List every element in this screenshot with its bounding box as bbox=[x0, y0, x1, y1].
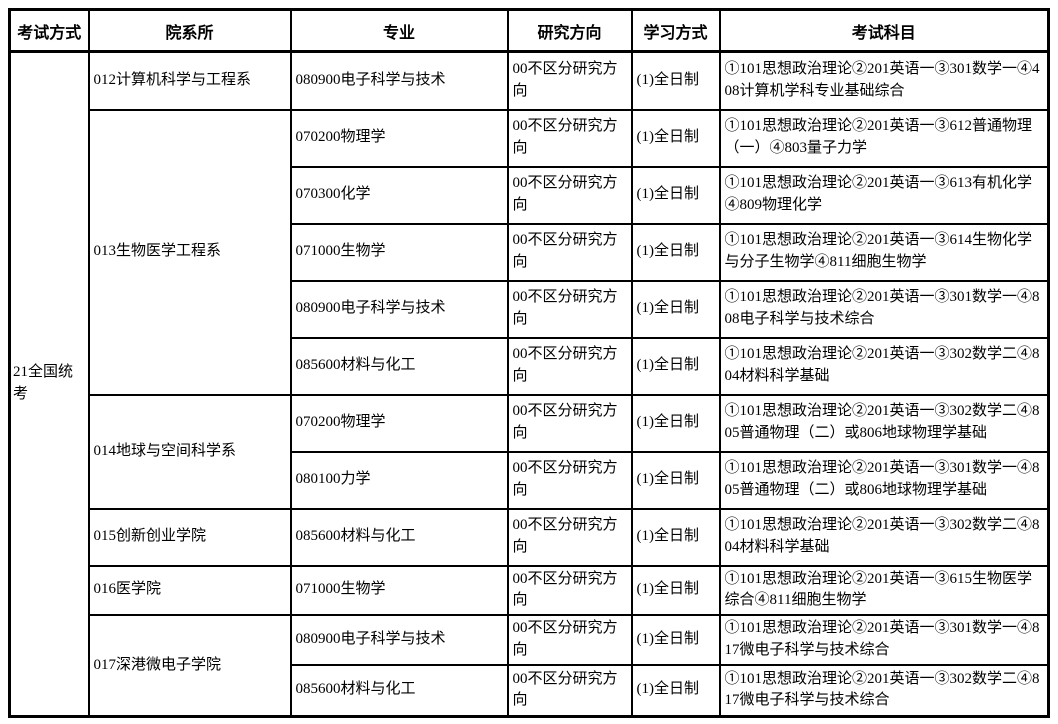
cell-exam-subjects: ①101思想政治理论②201英语一③302数学二④804材料科学基础 bbox=[718, 336, 1050, 396]
header-study-mode: 学习方式 bbox=[630, 8, 721, 53]
cell-department: 012计算机科学与工程系 bbox=[87, 50, 292, 111]
table-row: 085600材料与化工 00不区分研究方向 (1)全日制 ①101思想政治理论②… bbox=[10, 336, 1050, 396]
cell-major: 080100力学 bbox=[289, 450, 509, 510]
cell-research-direction: 00不区分研究方向 bbox=[506, 450, 633, 510]
cell-major: 070300化学 bbox=[289, 165, 509, 225]
table-row: 016医学院 071000生物学 00不区分研究方向 (1)全日制 ①101思想… bbox=[10, 564, 1050, 616]
table-row: 014地球与空间科学系 070200物理学 00不区分研究方向 (1)全日制 ①… bbox=[10, 393, 1050, 510]
table-row: 015创新创业学院 085600材料与化工 00不区分研究方向 (1)全日制 ①… bbox=[10, 507, 1050, 567]
cell-study-mode: (1)全日制 bbox=[630, 564, 721, 616]
cell-study-mode: (1)全日制 bbox=[630, 50, 721, 111]
cell-study-mode: (1)全日制 bbox=[630, 663, 721, 718]
cell-department: 014地球与空间科学系 bbox=[87, 393, 292, 510]
cell-research-direction: 00不区分研究方向 bbox=[506, 222, 633, 282]
cell-major: 080900电子科学与技术 bbox=[289, 50, 509, 111]
cell-research-direction: 00不区分研究方向 bbox=[506, 108, 633, 168]
cell-research-direction: 00不区分研究方向 bbox=[506, 279, 633, 339]
cell-study-mode: (1)全日制 bbox=[630, 614, 721, 666]
cell-exam-subjects: ①101思想政治理论②201英语一③615生物医学综合④811细胞生物学 bbox=[718, 564, 1050, 616]
cell-exam-subjects: ①101思想政治理论②201英语一③612普通物理（一）④803量子力学 bbox=[718, 108, 1050, 168]
header-row: 考试方式 院系所 专业 研究方向 学习方式 考试科目 bbox=[8, 8, 1050, 53]
cell-exam-subjects: ①101思想政治理论②201英语一③613有机化学④809物理化学 bbox=[718, 165, 1050, 225]
cell-research-direction: 00不区分研究方向 bbox=[506, 50, 633, 111]
cell-research-direction: 00不区分研究方向 bbox=[506, 564, 633, 616]
exam-subjects-table: 考试方式 院系所 专业 研究方向 学习方式 考试科目 21全国统考 012计算机… bbox=[8, 8, 1050, 718]
cell-research-direction: 00不区分研究方向 bbox=[506, 165, 633, 225]
cell-department: 017深港微电子学院 bbox=[87, 614, 292, 718]
cell-exam-subjects: ①101思想政治理论②201英语一③614生物化学与分子生物学④811细胞生物学 bbox=[718, 222, 1050, 282]
cell-major: 085600材料与化工 bbox=[289, 336, 509, 396]
cell-exam-subjects: ①101思想政治理论②201英语一③301数学一④805普通物理（二）或806地… bbox=[718, 450, 1050, 510]
cell-major: 070200物理学 bbox=[289, 108, 509, 168]
cell-exam-subjects: ①101思想政治理论②201英语一③301数学一④808电子科学与技术综合 bbox=[718, 279, 1050, 339]
cell-study-mode: (1)全日制 bbox=[630, 450, 721, 510]
cell-exam-subjects: ①101思想政治理论②201英语一③302数学二④804材料科学基础 bbox=[718, 507, 1050, 567]
cell-major: 071000生物学 bbox=[289, 222, 509, 282]
cell-major: 080900电子科学与技术 bbox=[289, 279, 509, 339]
cell-research-direction: 00不区分研究方向 bbox=[506, 614, 633, 666]
table-row: 070300化学 00不区分研究方向 (1)全日制 ①101思想政治理论②201… bbox=[10, 165, 1050, 225]
cell-study-mode: (1)全日制 bbox=[630, 165, 721, 225]
cell-exam-method: 21全国统考 bbox=[8, 50, 90, 718]
cell-study-mode: (1)全日制 bbox=[630, 108, 721, 168]
cell-study-mode: (1)全日制 bbox=[630, 279, 721, 339]
cell-major: 071000生物学 bbox=[289, 564, 509, 616]
cell-major: 070200物理学 bbox=[289, 393, 509, 453]
cell-exam-subjects: ①101思想政治理论②201英语一③301数学一④817微电子科学与技术综合 bbox=[718, 614, 1050, 666]
cell-department: 016医学院 bbox=[87, 564, 292, 616]
table-row: 080900电子科学与技术 00不区分研究方向 (1)全日制 ①101思想政治理… bbox=[10, 279, 1050, 339]
cell-exam-subjects: ①101思想政治理论②201英语一③301数学一④408计算机学科专业基础综合 bbox=[718, 50, 1050, 111]
cell-research-direction: 00不区分研究方向 bbox=[506, 393, 633, 453]
header-exam-method: 考试方式 bbox=[8, 8, 90, 53]
header-department: 院系所 bbox=[87, 8, 292, 53]
header-major: 专业 bbox=[289, 8, 509, 53]
cell-study-mode: (1)全日制 bbox=[630, 507, 721, 567]
table-row: 071000生物学 00不区分研究方向 (1)全日制 ①101思想政治理论②20… bbox=[10, 222, 1050, 282]
cell-exam-subjects: ①101思想政治理论②201英语一③302数学二④817微电子科学与技术综合 bbox=[718, 663, 1050, 718]
cell-research-direction: 00不区分研究方向 bbox=[506, 336, 633, 396]
cell-exam-subjects: ①101思想政治理论②201英语一③302数学二④805普通物理（二）或806地… bbox=[718, 393, 1050, 453]
cell-study-mode: (1)全日制 bbox=[630, 222, 721, 282]
table-row: 017深港微电子学院 080900电子科学与技术 00不区分研究方向 (1)全日… bbox=[10, 614, 1050, 718]
table-row: 21全国统考 012计算机科学与工程系 080900电子科学与技术 00不区分研… bbox=[8, 50, 1050, 718]
cell-department: 015创新创业学院 bbox=[87, 507, 292, 567]
cell-major: 080900电子科学与技术 bbox=[289, 614, 509, 666]
header-exam-subjects: 考试科目 bbox=[718, 8, 1050, 53]
cell-major: 085600材料与化工 bbox=[289, 663, 509, 718]
cell-major: 085600材料与化工 bbox=[289, 507, 509, 567]
cell-study-mode: (1)全日制 bbox=[630, 393, 721, 453]
header-research-direction: 研究方向 bbox=[506, 8, 633, 53]
table-row: 080100力学 00不区分研究方向 (1)全日制 ①101思想政治理论②201… bbox=[10, 450, 1050, 510]
table-row: 013生物医学工程系 070200物理学 00不区分研究方向 (1)全日制 ①1… bbox=[10, 108, 1050, 396]
cell-department: 013生物医学工程系 bbox=[87, 108, 292, 396]
cell-research-direction: 00不区分研究方向 bbox=[506, 663, 633, 718]
cell-research-direction: 00不区分研究方向 bbox=[506, 507, 633, 567]
cell-study-mode: (1)全日制 bbox=[630, 336, 721, 396]
